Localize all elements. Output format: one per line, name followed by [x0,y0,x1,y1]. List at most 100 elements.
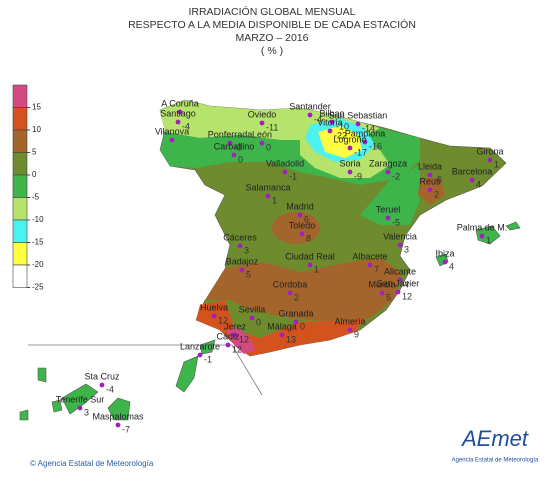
station-value: -1 [204,354,212,364]
legend-label: -20 [32,260,44,269]
station-name: Lleida [418,161,442,171]
title-line: IRRADIACIÓN GLOBAL MENSUAL [188,5,355,18]
legend-swatch [12,174,28,198]
station-dot [231,152,237,158]
station-dot [225,342,231,348]
legend-swatch [12,152,28,176]
station-name: Albacete [352,251,387,261]
station-dot [327,128,333,134]
station-dot [362,139,368,145]
station-dot [287,290,293,296]
station-value: 3 [84,407,89,417]
island [19,409,29,421]
island [61,383,99,415]
station-value: -1 [289,171,297,181]
station-value: 3 [404,244,409,254]
station-name: Salamanca [245,182,290,192]
station-value: 13 [286,334,296,344]
station-dot [427,187,433,193]
credit: © Agencia Estatal de Meteorología [30,459,154,468]
legend-swatch [12,219,28,243]
island [37,367,47,383]
legend-swatch [12,129,28,153]
region [272,212,320,244]
station-dot [237,243,243,249]
station-value: -16 [369,141,382,151]
station-value: 9 [354,329,359,339]
station-name: Valencia [383,231,417,241]
station-value: 1 [314,264,319,274]
station-dot [367,262,373,268]
station-dot [239,267,245,273]
station-dot [227,140,233,146]
station-name: Ponferrada [208,129,253,139]
station-value: 4 [476,179,481,189]
station-dot [299,231,305,237]
station-name: Teruel [376,204,401,214]
station-dot [395,289,401,295]
station-dot [297,212,303,218]
island [107,397,131,421]
station-dot [175,119,181,125]
station-value: 1 [494,159,499,169]
station-name: Granada [278,308,313,318]
island [199,339,216,355]
station-value: -3 [234,142,242,152]
station-value: 0 [300,321,305,331]
station-name: Vitoria [317,117,342,127]
station-value: -9 [354,171,362,181]
station-name: Barcelona [452,166,493,176]
island [175,355,199,393]
logo-subtitle: Agencia Estatal de Meteorología [452,458,539,464]
station-name: Lanzarote [180,341,220,351]
legend-swatch [12,107,28,131]
station-name: León [252,129,272,139]
station-dot [347,145,353,151]
station-dot [397,277,403,283]
station-dot [397,242,403,248]
station-name: Soria [339,158,360,168]
station-dot [307,112,313,118]
station-name: A Coruña [161,98,199,108]
island [475,225,501,245]
station-name: Girona [476,146,503,156]
station-value: -17 [354,147,367,157]
station-value: 4 [449,261,454,271]
station-value: 2 [294,292,299,302]
station-dot [259,120,265,126]
station-value: 5 [386,292,391,302]
map [19,99,521,421]
station-name: Vilanova [155,126,189,136]
legend-swatch [12,242,28,266]
station-value: 2 [434,189,439,199]
station-dot [177,109,183,115]
station-dot [282,169,288,175]
legend-swatch [12,197,28,221]
legend: 15 10 5 0 -5 -10 -15 -20 -25 [12,84,44,292]
station-dot [77,405,83,411]
station-value: -2 [392,171,400,181]
station-name: Toledo [289,220,316,230]
station-dot [279,332,285,338]
station-value: 5 [246,269,251,279]
island [51,399,63,413]
stations: A CoruñaSantiago-4Oviedo-11Santander-4Bi… [56,98,508,434]
station-value: -4 [106,384,114,394]
station-dot [197,352,203,358]
station-name: Huelva [200,302,228,312]
station-name: Logroño [333,134,366,144]
station-name: Sta Cruz [84,371,120,381]
legend-label: 5 [32,148,37,157]
station-name: Oviedo [248,109,277,119]
station-name: Málaga [267,321,297,331]
station-value: 1 [486,235,491,245]
station-name: Maspalomas [92,411,144,421]
legend-label: -15 [32,238,44,247]
legend-label: -5 [32,193,40,202]
station-name: Santander [289,101,331,111]
station-dot [265,193,271,199]
title-line: MARZO – 2016 [236,32,309,44]
station-dot [479,233,485,239]
station-dot [347,169,353,175]
